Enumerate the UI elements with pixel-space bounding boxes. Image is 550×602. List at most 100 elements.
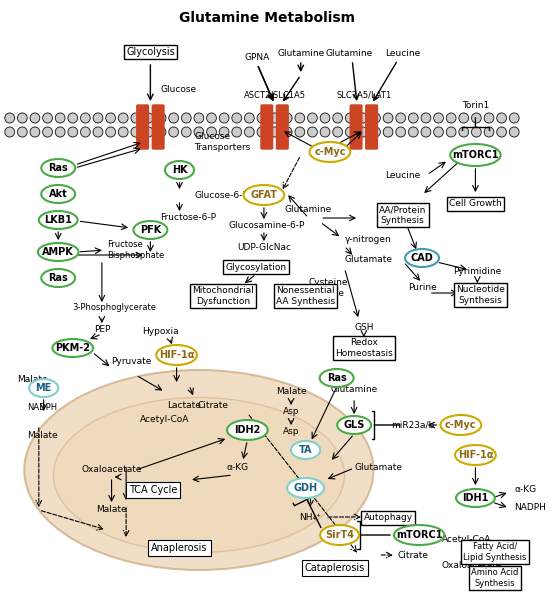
Text: NH₄⁺: NH₄⁺ [300, 512, 321, 521]
Circle shape [484, 113, 494, 123]
Ellipse shape [405, 249, 439, 267]
Text: Malate: Malate [16, 376, 47, 385]
Text: Glucosamine-6-P: Glucosamine-6-P [228, 220, 304, 229]
Ellipse shape [41, 159, 75, 177]
Text: c-Myc: c-Myc [445, 420, 477, 430]
Text: Asp: Asp [283, 408, 299, 417]
Text: Oxaloacetate: Oxaloacetate [442, 562, 502, 571]
Circle shape [56, 113, 65, 123]
Text: Nonessential
AA Synthesis: Nonessential AA Synthesis [276, 287, 335, 306]
Circle shape [383, 127, 393, 137]
Circle shape [409, 113, 418, 123]
Text: GLS: GLS [343, 420, 365, 430]
Circle shape [345, 113, 355, 123]
Circle shape [459, 113, 469, 123]
Circle shape [509, 127, 519, 137]
Text: Glutamine: Glutamine [331, 385, 378, 394]
Text: Glutamine Metabolism: Glutamine Metabolism [179, 11, 355, 25]
Circle shape [194, 113, 204, 123]
Ellipse shape [450, 144, 501, 166]
Circle shape [144, 127, 153, 137]
Text: Cysteine
Glycine: Cysteine Glycine [308, 278, 348, 298]
Text: Glutamine: Glutamine [277, 49, 324, 58]
Circle shape [383, 113, 393, 123]
Circle shape [169, 113, 179, 123]
Ellipse shape [291, 441, 320, 459]
Circle shape [371, 113, 381, 123]
Circle shape [270, 127, 279, 137]
Text: TA: TA [299, 445, 312, 455]
Circle shape [282, 113, 292, 123]
Text: Malate: Malate [27, 430, 58, 439]
Circle shape [30, 127, 40, 137]
Circle shape [497, 113, 507, 123]
Circle shape [156, 113, 166, 123]
FancyBboxPatch shape [350, 105, 362, 149]
Text: Pyrimidine: Pyrimidine [453, 267, 502, 276]
Circle shape [194, 127, 204, 137]
Text: NADPH: NADPH [514, 503, 546, 512]
Circle shape [320, 127, 330, 137]
Circle shape [219, 127, 229, 137]
Circle shape [68, 113, 78, 123]
Circle shape [471, 113, 481, 123]
Text: α-KG: α-KG [514, 485, 536, 494]
Circle shape [80, 127, 90, 137]
Text: Nucleotide
Synthesis: Nucleotide Synthesis [456, 285, 505, 305]
Text: Amino Acid
Synthesis: Amino Acid Synthesis [471, 568, 519, 588]
Circle shape [182, 113, 191, 123]
Circle shape [345, 127, 355, 137]
Ellipse shape [244, 185, 284, 205]
Circle shape [5, 127, 14, 137]
Circle shape [245, 127, 254, 137]
Circle shape [18, 127, 27, 137]
Ellipse shape [52, 339, 93, 357]
Circle shape [156, 127, 166, 137]
Circle shape [421, 113, 431, 123]
Circle shape [43, 127, 52, 137]
Ellipse shape [53, 397, 344, 553]
Circle shape [131, 113, 141, 123]
Text: Mitochondrial
Dysfunction: Mitochondrial Dysfunction [192, 287, 254, 306]
Text: Citrate: Citrate [398, 550, 429, 559]
Text: Malate: Malate [96, 506, 127, 515]
Text: PFK: PFK [140, 225, 161, 235]
Text: Glucose-6-P: Glucose-6-P [194, 190, 248, 199]
Text: GDH: GDH [294, 483, 318, 493]
Circle shape [232, 127, 241, 137]
Text: AA/Protein
Synthesis: AA/Protein Synthesis [379, 205, 426, 225]
Circle shape [358, 127, 368, 137]
Text: Autophagy: Autophagy [364, 514, 412, 523]
Text: Glutamine: Glutamine [326, 49, 373, 58]
Text: HIF-1α: HIF-1α [159, 350, 194, 360]
Circle shape [245, 113, 254, 123]
Circle shape [270, 113, 279, 123]
Ellipse shape [227, 420, 268, 440]
Text: Leucine: Leucine [385, 170, 420, 179]
Circle shape [131, 127, 141, 137]
Ellipse shape [24, 370, 373, 570]
Circle shape [446, 113, 456, 123]
Circle shape [106, 113, 116, 123]
Ellipse shape [41, 185, 75, 203]
Text: Acetyl-CoA: Acetyl-CoA [442, 536, 491, 544]
Ellipse shape [441, 415, 481, 435]
Circle shape [396, 127, 405, 137]
Text: Anaplerosis: Anaplerosis [151, 543, 208, 553]
Text: Glycolysis: Glycolysis [126, 47, 175, 57]
Ellipse shape [156, 345, 197, 365]
Circle shape [282, 127, 292, 137]
Circle shape [257, 127, 267, 137]
Circle shape [459, 127, 469, 137]
Text: Purine: Purine [408, 284, 436, 293]
Circle shape [5, 113, 14, 123]
Text: GPNA: GPNA [245, 54, 270, 63]
Circle shape [93, 127, 103, 137]
Text: Acetyl-CoA: Acetyl-CoA [140, 415, 190, 424]
Circle shape [497, 127, 507, 137]
Text: HK: HK [172, 165, 188, 175]
Text: HIF-1α: HIF-1α [458, 450, 493, 460]
Text: γ-nitrogen: γ-nitrogen [344, 235, 391, 244]
Text: Glucose: Glucose [160, 85, 196, 95]
Circle shape [80, 113, 90, 123]
